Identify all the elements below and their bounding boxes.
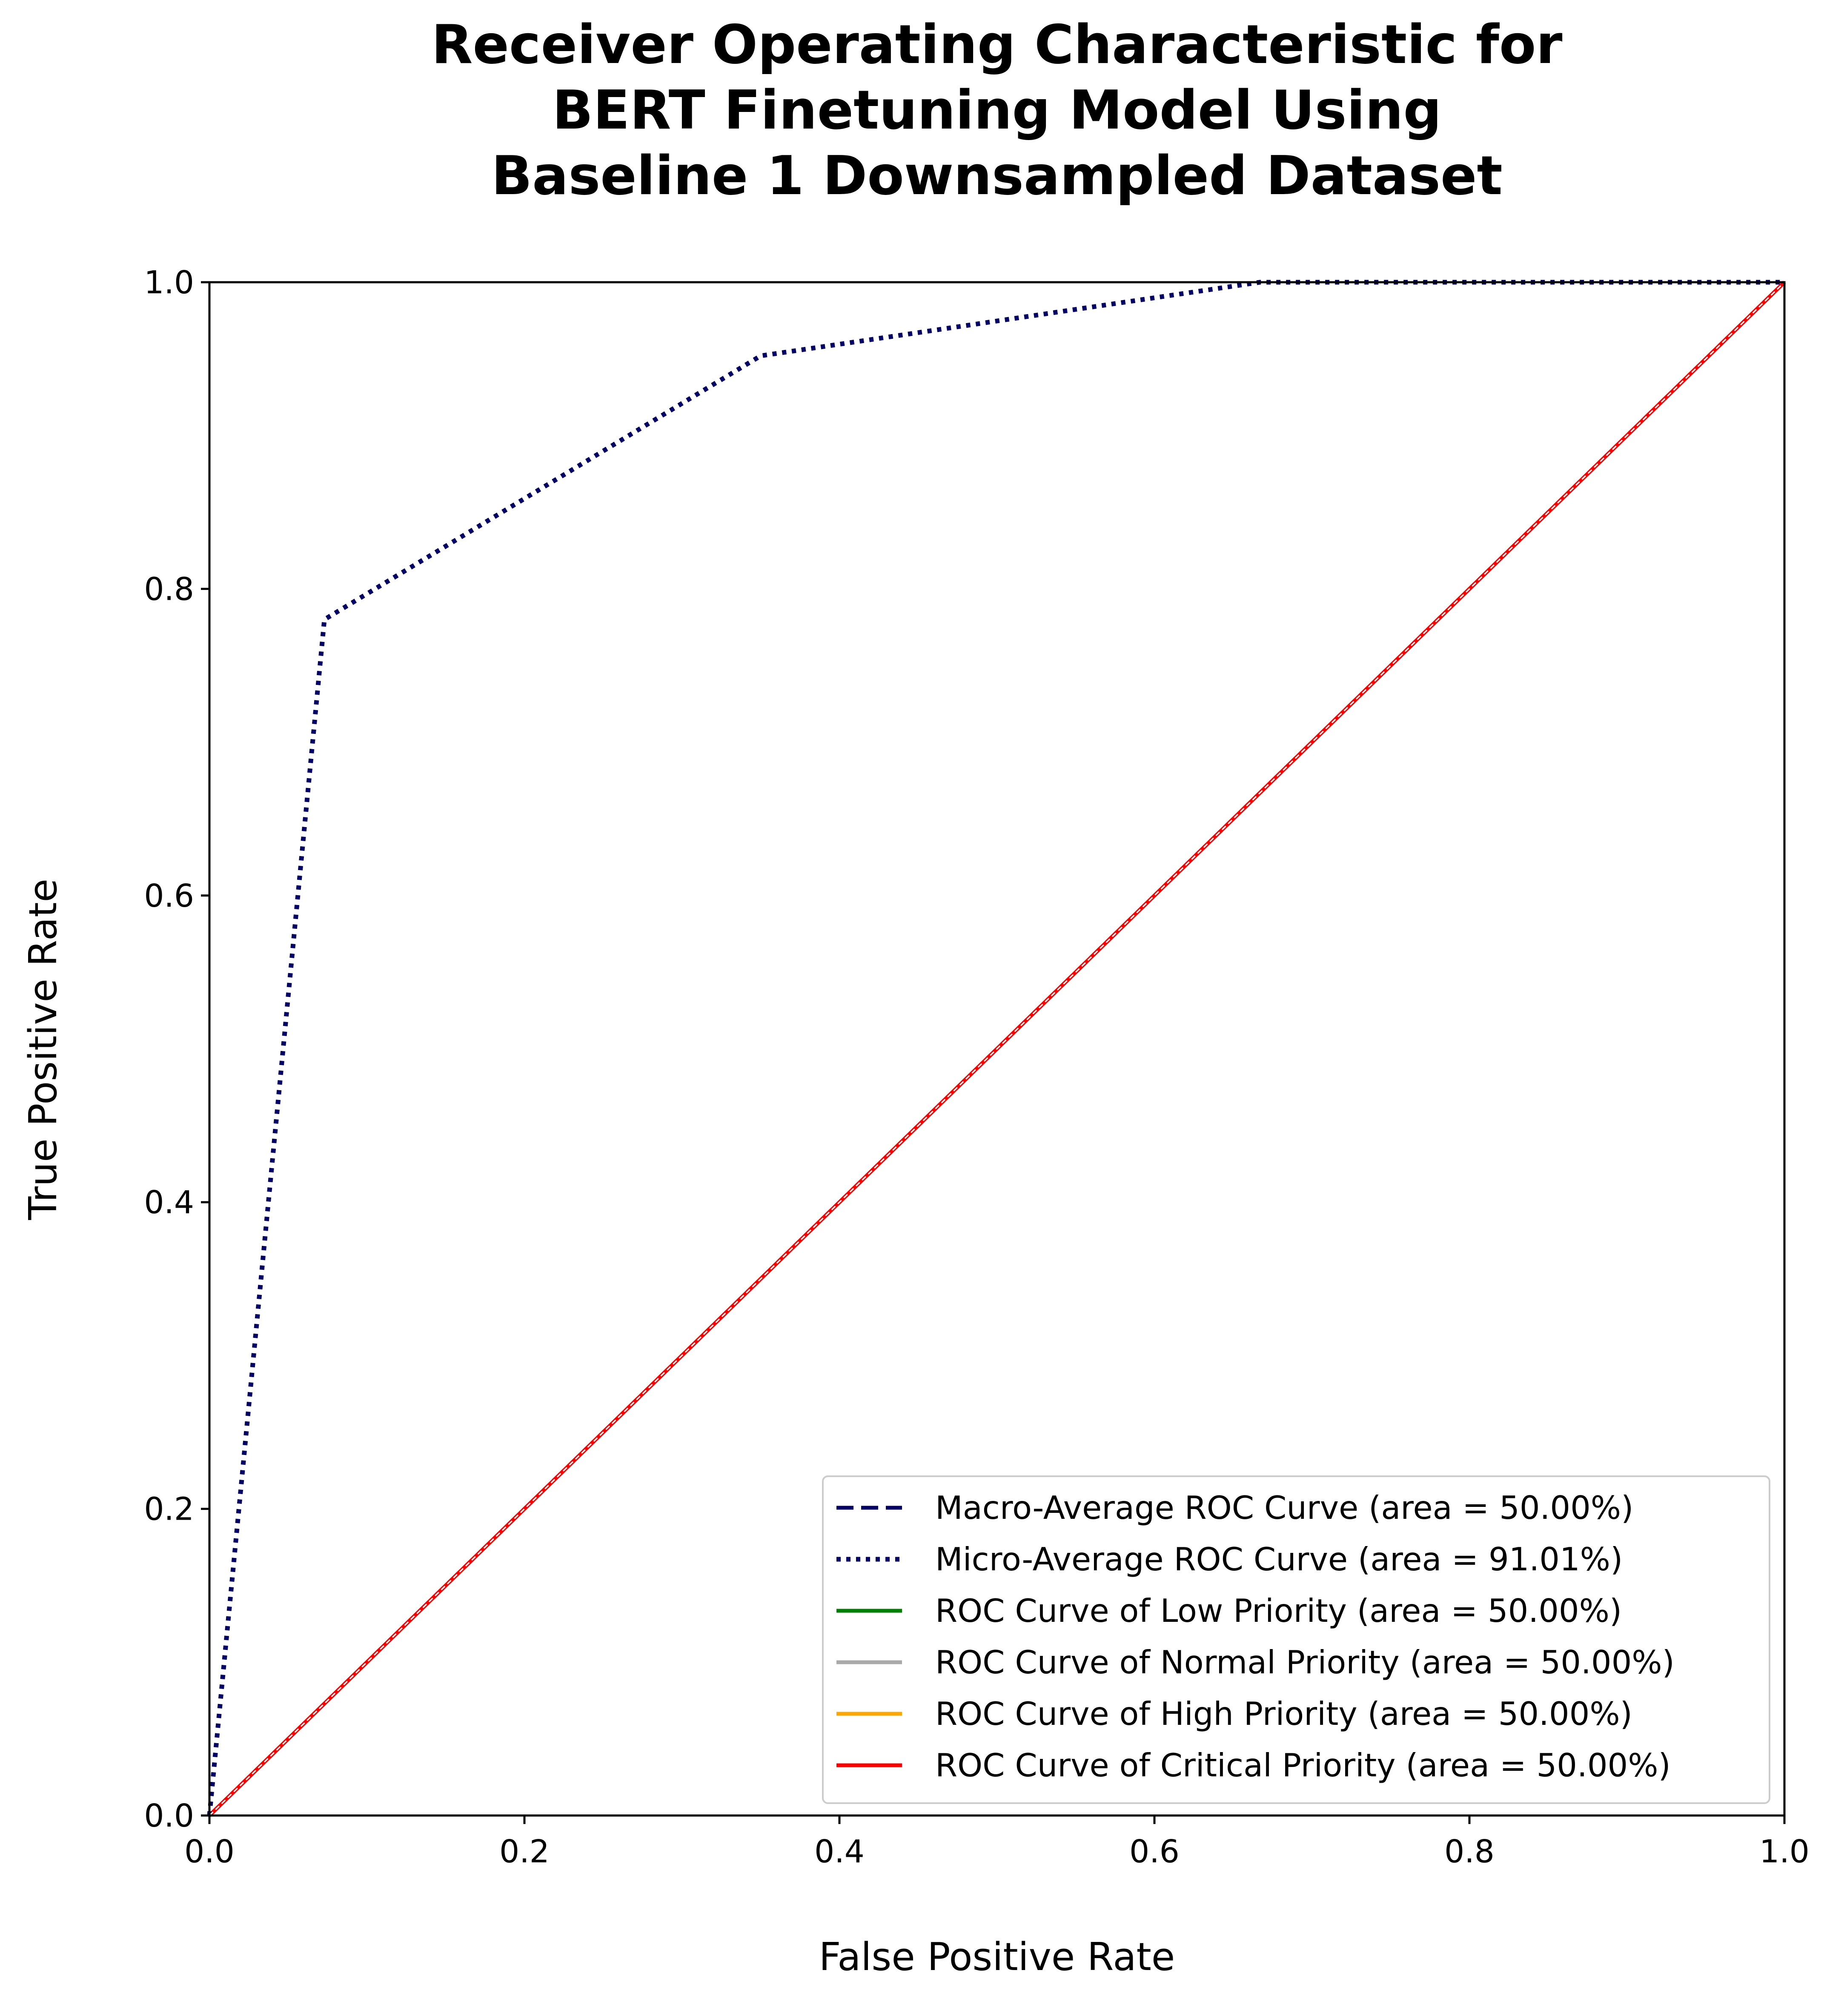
axes-frame — [208, 281, 1786, 1817]
legend-label-micro-average-roc-curve-area-91-01: Micro-Average ROC Curve (area = 91.01%) — [935, 1541, 1623, 1578]
legend-label-roc-curve-of-normal-priority-area-50-00: ROC Curve of Normal Priority (area = 50.… — [935, 1644, 1675, 1681]
x-tick-label: 0.6 — [1129, 1833, 1180, 1870]
legend-box — [822, 1475, 1770, 1804]
x-axis-label: False Positive Rate — [819, 1935, 1175, 1979]
legend-label-macro-average-roc-curve-area-50-00: Macro-Average ROC Curve (area = 50.00%) — [935, 1489, 1633, 1526]
chart-title-line-2: BERT Finetuning Model Using — [552, 79, 1441, 141]
y-tick-label: 0.8 — [144, 571, 194, 607]
y-axis-label: True Positive Rate — [21, 879, 66, 1220]
x-tick-label: 0.0 — [184, 1833, 235, 1870]
x-tick-label: 0.8 — [1444, 1833, 1495, 1870]
legend-label-roc-curve-of-high-priority-area-50-00: ROC Curve of High Priority (area = 50.00… — [935, 1695, 1632, 1732]
x-tick-label: 0.2 — [499, 1833, 550, 1870]
chart-title-line-1: Receiver Operating Characteristic for — [431, 13, 1562, 76]
y-tick-label: 0.4 — [144, 1184, 194, 1221]
x-tick-label: 0.4 — [814, 1833, 865, 1870]
chart-title-line-3: Baseline 1 Downsampled Dataset — [491, 144, 1502, 207]
y-tick-label: 0.2 — [144, 1491, 194, 1528]
reference-diagonal-line — [209, 281, 1785, 1816]
y-tick-label: 0.0 — [144, 1798, 194, 1834]
x-tick-label: 1.0 — [1759, 1833, 1810, 1870]
legend: Macro-Average ROC Curve (area = 50.00%) M… — [822, 1475, 1770, 1804]
axes: 0.0 0.2 0.4 0.6 0.8 1.0 0.0 0.2 0.4 0.6 0.8 1.0 — [144, 264, 1810, 1870]
chart-title: Receiver Operating Characteristic for BE… — [431, 13, 1562, 207]
legend-label-roc-curve-of-critical-priority-area-50-00: ROC Curve of Critical Priority (area = 5… — [935, 1747, 1671, 1784]
y-tick-label: 1.0 — [144, 264, 194, 301]
legend-label-roc-curve-of-low-priority-area-50-00: ROC Curve of Low Priority (area = 50.00%… — [935, 1592, 1622, 1629]
y-tick-label: 0.6 — [144, 878, 194, 914]
